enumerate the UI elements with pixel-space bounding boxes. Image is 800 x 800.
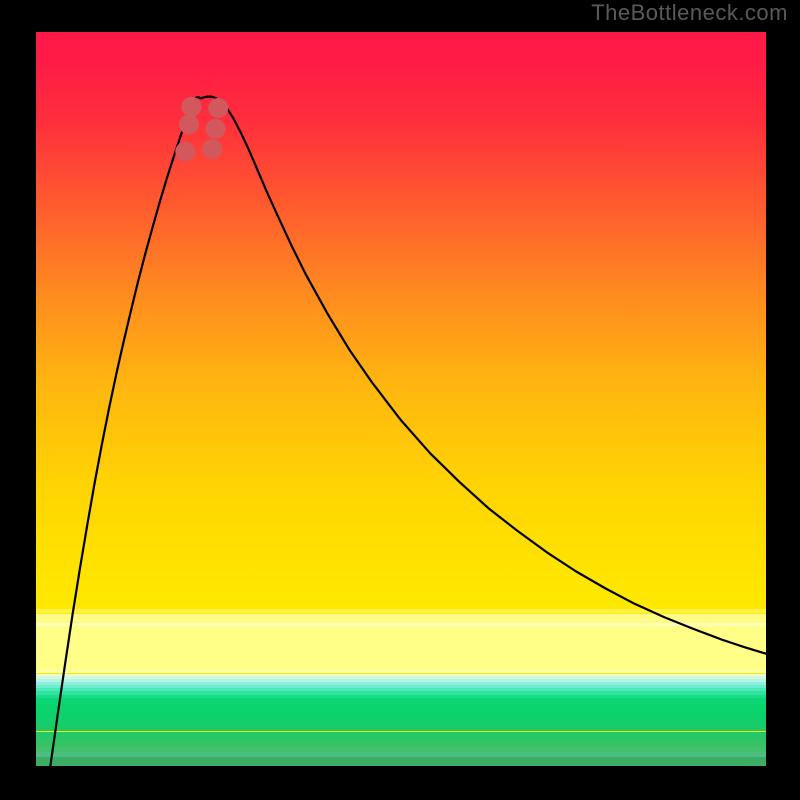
color-band <box>36 695 766 698</box>
color-band <box>36 609 766 613</box>
watermark-text: TheBottleneck.com <box>591 0 788 26</box>
chart-plot-area <box>36 32 766 766</box>
color-band <box>36 670 766 673</box>
color-band <box>36 704 766 712</box>
color-band <box>36 626 766 670</box>
color-band <box>36 757 766 766</box>
color-band <box>36 712 766 720</box>
color-band <box>36 614 766 623</box>
